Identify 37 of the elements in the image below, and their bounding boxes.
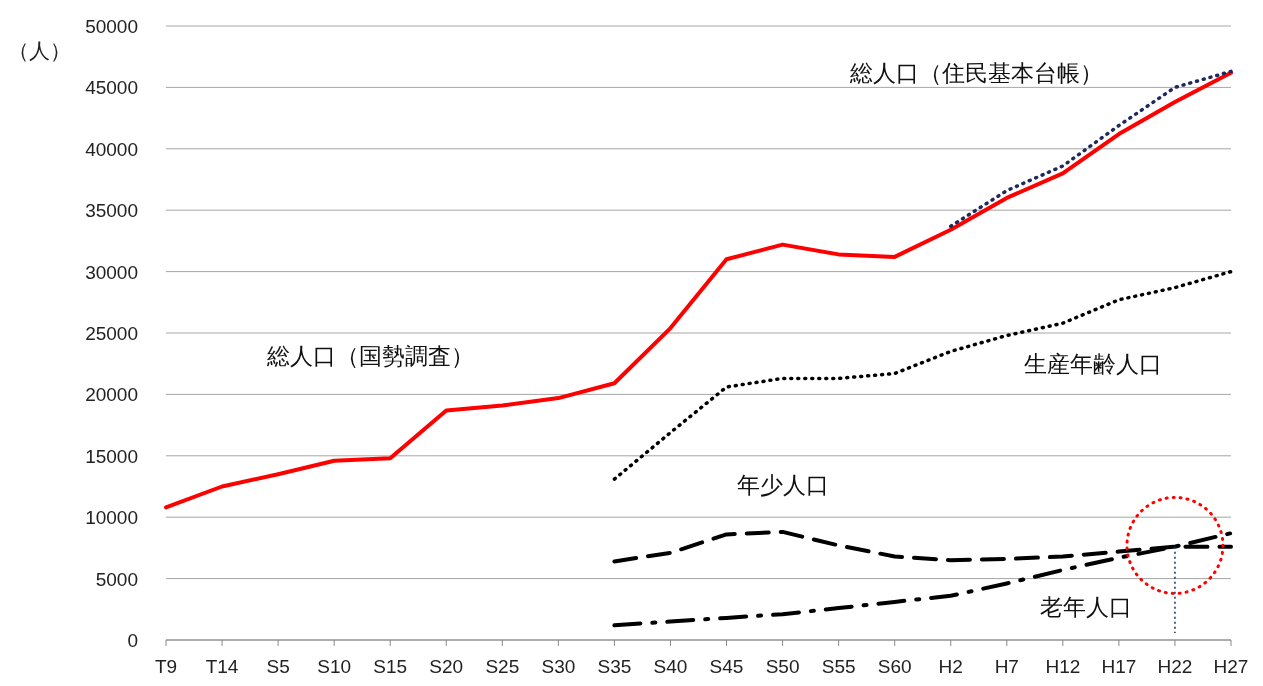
x-tick-label: H17	[1101, 656, 1137, 677]
series-label: 総人口（国勢調査）	[265, 342, 474, 369]
y-tick-label: 15000	[85, 445, 138, 467]
x-tick-label: S35	[597, 656, 632, 677]
x-tick-label: S10	[317, 656, 352, 677]
y-tick-label: 25000	[85, 323, 138, 344]
series-label: 年少人口	[736, 471, 829, 498]
series-label: 老年人口	[1040, 594, 1133, 621]
x-tick-label: S20	[429, 656, 464, 677]
x-tick-label: H22	[1157, 656, 1193, 677]
x-tick-label: S55	[821, 656, 856, 677]
x-tick-label: H2	[938, 656, 963, 677]
y-tick-label: 40000	[85, 138, 138, 160]
x-tick-label: H27	[1213, 656, 1249, 677]
y-tick-label: 30000	[85, 261, 138, 283]
x-tick-label: S40	[653, 656, 688, 677]
y-axis-title: （人）	[8, 39, 71, 62]
y-tick-label: 10000	[85, 507, 138, 529]
x-tick-label: S15	[373, 656, 408, 677]
x-tick-label: H12	[1045, 656, 1081, 677]
x-tick-label: S60	[877, 656, 912, 677]
y-tick-label: 20000	[85, 384, 138, 406]
x-tick-label: S25	[485, 656, 520, 677]
y-tick-label: 45000	[85, 77, 138, 99]
x-tick-label: S30	[541, 656, 576, 677]
x-tick-label: H7	[994, 656, 1019, 677]
y-tick-label: 50000	[85, 16, 138, 37]
x-tick-label: T14	[205, 656, 239, 677]
x-tick-label: S50	[765, 656, 800, 677]
y-tick-label: 35000	[85, 200, 138, 222]
x-tick-label: S45	[709, 656, 744, 677]
x-tick-label: T9	[154, 656, 178, 677]
series-label: 生産年齢人口	[1023, 351, 1162, 378]
y-tick-label: 0	[127, 630, 138, 651]
series-label: 総人口（住民基本台帳）	[848, 60, 1103, 87]
x-tick-label: S5	[266, 656, 290, 677]
y-tick-label: 5000	[95, 568, 138, 590]
